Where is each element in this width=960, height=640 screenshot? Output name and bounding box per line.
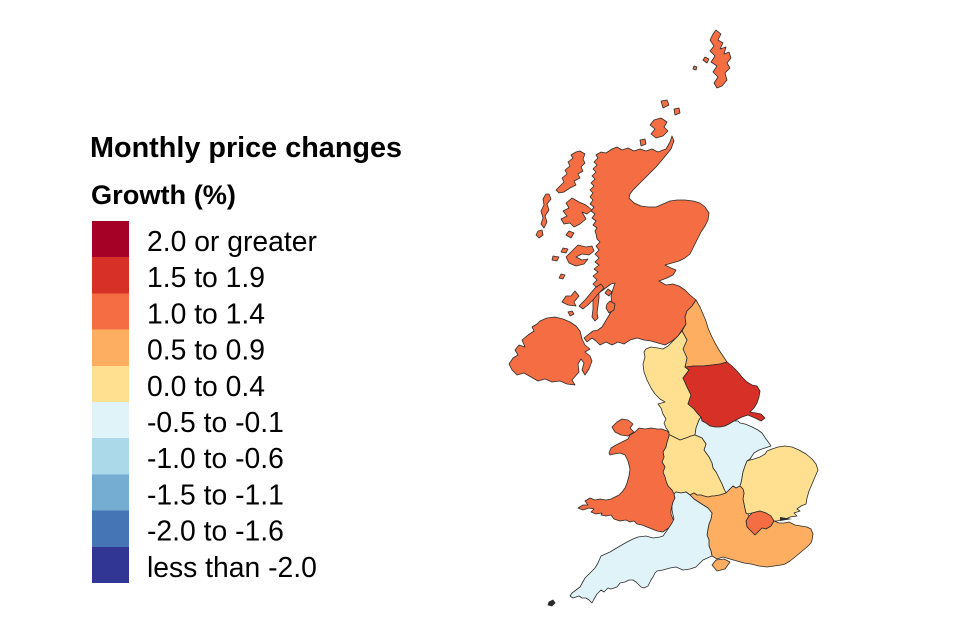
svg-text:Growth (%): Growth (%): [91, 179, 236, 210]
svg-text:Monthly price changes: Monthly price changes: [90, 132, 402, 164]
svg-text:0.5 to 0.9: 0.5 to 0.9: [147, 334, 265, 366]
svg-text:0.0 to 0.4: 0.0 to 0.4: [147, 370, 265, 402]
svg-text:2.0 or greater: 2.0 or greater: [147, 225, 317, 257]
svg-text:1.5 to 1.9: 1.5 to 1.9: [147, 261, 265, 293]
svg-text:-1.0 to -0.6: -1.0 to -0.6: [147, 442, 284, 474]
svg-text:less than -2.0: less than -2.0: [147, 551, 317, 583]
svg-text:1.0 to 1.4: 1.0 to 1.4: [147, 297, 265, 329]
svg-text:-1.5 to -1.1: -1.5 to -1.1: [147, 478, 284, 510]
svg-text:-2.0 to -1.6: -2.0 to -1.6: [147, 515, 284, 547]
svg-text:-0.5 to -0.1: -0.5 to -0.1: [147, 406, 284, 438]
